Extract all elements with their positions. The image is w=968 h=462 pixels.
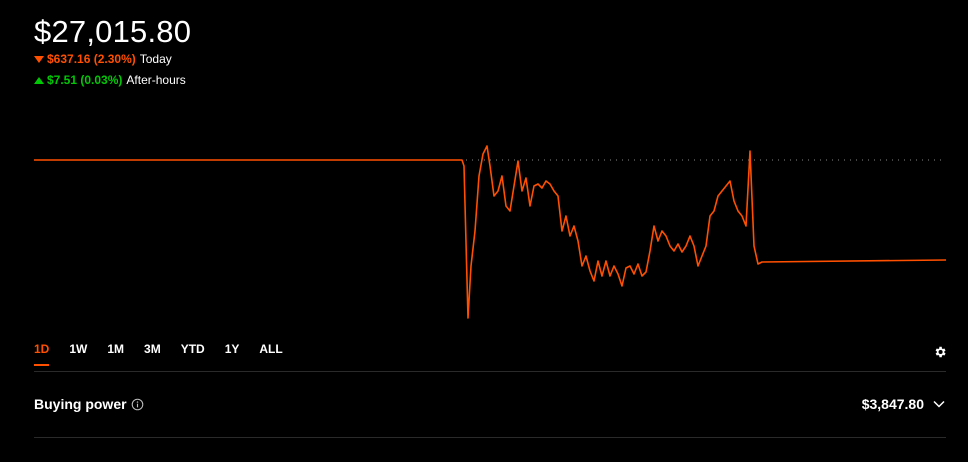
after-hours-change-amount: $7.51 (0.03%): [47, 73, 123, 87]
divider: [34, 371, 946, 372]
range-tab-1w[interactable]: 1W: [69, 342, 88, 356]
buying-power-value: $3,847.80: [861, 396, 924, 412]
portfolio-value: $27,015.80: [34, 14, 192, 49]
today-change-label: Today: [139, 52, 172, 66]
range-tab-ytd[interactable]: YTD: [180, 342, 205, 356]
range-tab-1y[interactable]: 1Y: [224, 342, 240, 356]
chart-line: [34, 145, 946, 319]
after-hours-change-label: After-hours: [126, 73, 186, 87]
range-tabs: 1D 1W 1M 3M YTD 1Y ALL: [34, 342, 303, 366]
today-change-amount: $637.16 (2.30%): [47, 52, 136, 66]
range-tab-1d[interactable]: 1D: [34, 342, 50, 366]
gear-icon[interactable]: [933, 345, 947, 359]
up-arrow-icon: [34, 76, 44, 84]
chevron-down-icon[interactable]: [933, 399, 945, 409]
buying-power-label: Buying power: [34, 396, 127, 412]
after-hours-change: $7.51 (0.03%) After-hours: [34, 73, 186, 87]
down-arrow-icon: [34, 55, 44, 63]
portfolio-chart[interactable]: [34, 136, 946, 326]
info-icon[interactable]: [131, 398, 144, 411]
range-tab-1m[interactable]: 1M: [107, 342, 125, 356]
today-change: $637.16 (2.30%) Today: [34, 52, 172, 66]
divider: [34, 437, 946, 438]
range-tab-all[interactable]: ALL: [259, 342, 283, 356]
range-tab-3m[interactable]: 3M: [144, 342, 161, 356]
